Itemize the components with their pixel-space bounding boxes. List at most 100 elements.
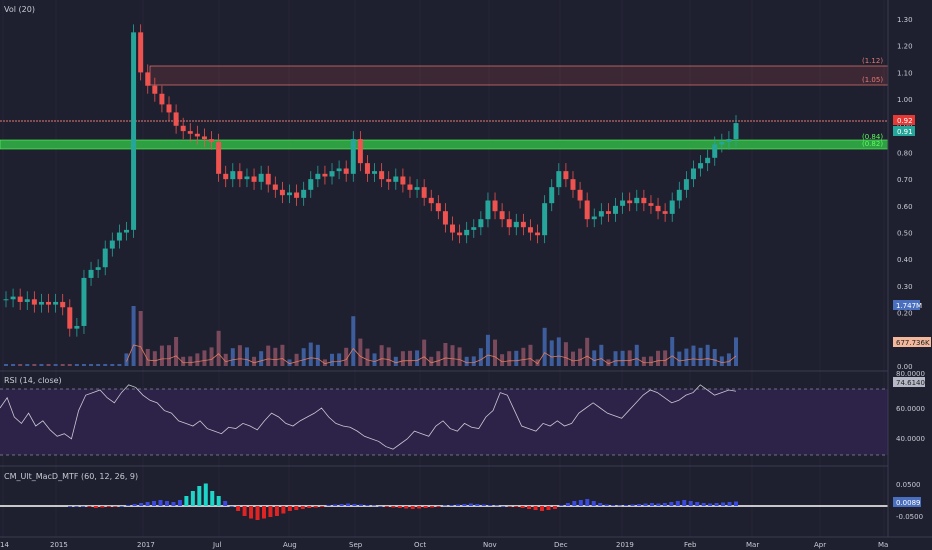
volume-bar [152,351,157,366]
volume-bar [60,364,65,366]
zone-label-top: (1.12) [862,57,883,65]
macd-bar [630,504,635,506]
candle-body [123,229,129,233]
volume-bar [457,347,462,366]
volume-bar [379,345,384,366]
price-tick: 0.70 [897,176,913,184]
macd-bar [171,502,176,506]
volume-bar [663,350,668,366]
date-label: Nov [483,541,497,549]
candle-body [301,189,307,198]
vol-tag [893,300,920,310]
volume-bar [478,348,483,366]
volume-bar [670,337,675,366]
candle-body [74,325,80,329]
price-tick: 1.20 [897,43,913,51]
macd-bar [727,502,732,506]
macd-bar [520,506,525,508]
macd-bar [559,505,564,506]
candle-body [393,176,399,182]
macd-bar [721,502,726,506]
macd-bar [68,506,72,507]
volume-bar [230,348,235,366]
volume-bar [415,350,420,366]
candle-body [166,104,172,113]
macd-bar [119,506,124,507]
rsi-tick-40: 40.0000 [896,435,925,443]
macd-bar [158,500,163,506]
macd-bar [346,503,351,506]
volume-bar [308,342,313,366]
last-price-tag [893,115,915,125]
candle-body [60,301,66,308]
volume-bar [500,354,505,366]
macd-bar [139,503,144,506]
macd-bar [598,503,603,506]
macd-bar [249,506,254,519]
macd-bar [417,506,422,509]
candle-body [542,203,548,236]
volume-bar [53,364,58,366]
volume-bar [81,364,86,366]
volume-bar [634,344,639,366]
macd-bar [481,504,486,506]
macd-bar [223,501,228,506]
candle-body [272,184,278,190]
candle-body [605,211,611,214]
volume-bar [131,306,136,366]
price-tick: 1.30 [897,16,913,24]
volume-bar [471,356,476,366]
volume-bar [542,327,547,366]
macd-bar [152,501,157,506]
macd-bar [106,506,111,507]
candle-body [364,163,370,174]
macd-bar [255,506,260,520]
macd-bar [611,505,616,506]
macd-bar [514,506,519,507]
candle-body [53,301,59,305]
macd-bar [423,506,428,508]
candle-body [343,168,349,174]
candle-body [648,203,654,206]
candle-body [286,192,292,196]
macd-bar [268,506,273,517]
candle-body [407,184,413,190]
macd-bar [468,503,473,506]
candle-body [10,296,16,300]
candle-body [577,189,583,201]
candle-body [464,229,470,236]
candle-body [683,179,689,190]
candle-body [457,232,463,236]
macd-bar [80,506,85,507]
macd-bar [184,496,189,506]
candle-body [31,299,37,305]
volume-bar [25,364,30,366]
macd-bar [274,506,279,516]
candle-body [350,139,356,174]
macd-bar [662,503,667,506]
volume-bar [365,348,370,366]
candle-body [81,277,87,326]
volume-bar [698,347,703,366]
date-label: 2017 [137,541,155,549]
candle-body [428,197,434,204]
date-label: Dec [554,541,568,549]
macd-bar [494,505,499,507]
volume-bar [535,359,540,366]
last-close-value: 0.91 [897,128,913,136]
volume-bar [174,337,179,366]
candle-body [705,157,711,164]
volume-bar [691,345,696,366]
macd-bar [197,486,202,506]
volume-bar [11,364,16,366]
volume-bar [322,359,327,366]
volume-bar [330,353,335,366]
candle-body [251,176,257,182]
macd-bar [475,504,480,506]
candle-body [258,173,264,182]
volume-bar [429,356,434,366]
macd-bar [527,506,532,509]
macd-bar [352,504,357,506]
candle-body [109,240,115,249]
candle-body [322,173,328,177]
